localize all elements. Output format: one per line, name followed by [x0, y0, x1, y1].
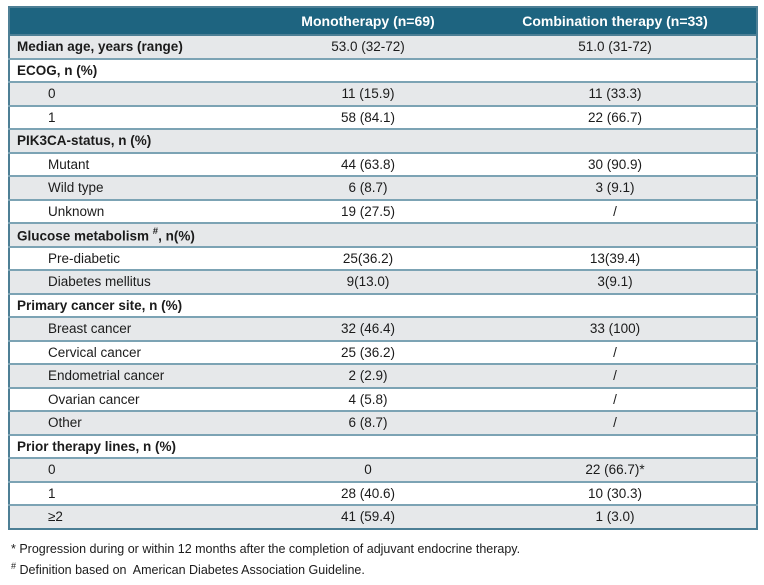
monotherapy-value-cell: 0: [364, 462, 372, 478]
monotherapy-value-cell: 41 (59.4): [340, 509, 396, 525]
monotherapy-value-cell: 58 (84.1): [340, 109, 396, 125]
table-row: 1 28 (40.6) 10 (30.3): [9, 481, 757, 505]
row-label-cell: Wild type: [48, 180, 104, 196]
table-row: Unknown 19 (27.5) /: [9, 199, 757, 223]
table-row: Ovarian cancer 4 (5.8) /: [9, 387, 757, 411]
patient-characteristics-table: Monotherapy (n=69) Combination therapy (…: [8, 6, 758, 530]
footnote: # Definition based on American Diabetes …: [11, 560, 365, 577]
row-label-cell: Breast cancer: [48, 321, 132, 337]
section-row: ECOG, n (%): [9, 58, 757, 82]
row-label-cell: Endometrial cancer: [48, 368, 165, 384]
monotherapy-value-cell: 53.0 (32-72): [331, 39, 405, 55]
combination-value-cell: 51.0 (31-72): [578, 39, 652, 55]
section-row: Glucose metabolism #, n(%): [9, 223, 757, 247]
table-row: Other 6 (8.7) /: [9, 411, 757, 435]
table-row: 0 0 22 (66.7)*: [9, 458, 757, 482]
row-label-cell: Other: [48, 415, 82, 431]
section-row: Primary cancer site, n (%): [9, 293, 757, 317]
combination-value-cell: 22 (66.7): [587, 109, 643, 125]
table-row: Breast cancer 32 (46.4) 33 (100): [9, 317, 757, 341]
combination-value-cell: 11 (33.3): [588, 86, 642, 102]
combination-value-cell: /: [613, 344, 617, 360]
combination-value-cell: 33 (100): [589, 321, 641, 337]
row-label-cell: 1: [48, 109, 56, 125]
table-row: Endometrial cancer 2 (2.9) /: [9, 364, 757, 388]
table-header: Monotherapy (n=69) Combination therapy (…: [9, 7, 757, 36]
table-row: Median age, years (range) 53.0 (32-72) 51.…: [9, 35, 757, 59]
combination-value-cell: 1 (3.0): [595, 509, 635, 525]
footnote: * Progression during or within 12 months…: [11, 541, 521, 556]
table-row: 0 11 (15.9) 11 (33.3): [9, 82, 757, 106]
row-label-cell: 1: [48, 485, 56, 501]
row-label-cell: Pre-diabetic: [48, 250, 121, 266]
monotherapy-value-cell: 44 (63.8): [340, 156, 396, 172]
table-row: 1 58 (84.1) 22 (66.7): [9, 105, 757, 129]
header-row: Monotherapy (n=69) Combination therapy (…: [9, 7, 757, 36]
combination-value-cell: /: [613, 368, 617, 384]
section-label-cell: PIK3CA-status, n (%): [17, 133, 152, 149]
row-label-cell: Diabetes mellitus: [48, 274, 151, 290]
row-label-cell: Cervical cancer: [48, 344, 142, 360]
combination-value-cell: 10 (30.3): [587, 485, 643, 501]
combination-value-cell: 3(9.1): [597, 274, 633, 290]
combination-value-cell: /: [613, 415, 617, 431]
table-body: Median age, years (range) 53.0 (32-72) 51.…: [9, 35, 757, 529]
column-header-monotherapy: Monotherapy (n=69): [262, 7, 474, 36]
table-row: Pre-diabetic 25(36.2) 13(39.4): [9, 246, 757, 270]
monotherapy-value-cell: 19 (27.5): [340, 203, 396, 219]
section-row: PIK3CA-status, n (%): [9, 129, 757, 153]
column-header-blank: [9, 7, 262, 36]
table-row: Diabetes mellitus 9(13.0) 3(9.1): [9, 270, 757, 294]
monotherapy-value-cell: 9(13.0): [346, 274, 390, 290]
table-row: Wild type 6 (8.7) 3 (9.1): [9, 176, 757, 200]
combination-value-cell: 3 (9.1): [595, 180, 635, 196]
column-header-combination-therapy: Combination therapy (n=33): [474, 7, 757, 36]
row-label-cell: Mutant: [48, 156, 90, 172]
monotherapy-value-cell: 2 (2.9): [348, 368, 388, 384]
row-label-cell: 0: [48, 86, 56, 102]
section-label-cell: Prior therapy lines, n (%): [17, 438, 177, 454]
row-label-cell: Ovarian cancer: [48, 391, 140, 407]
monotherapy-value-cell: 25 (36.2): [340, 344, 396, 360]
monotherapy-value-cell: 6 (8.7): [348, 415, 388, 431]
monotherapy-value-cell: 4 (5.8): [348, 391, 388, 407]
combination-value-cell: 13(39.4): [589, 250, 641, 266]
combination-value-cell: /: [613, 391, 617, 407]
combination-value-cell: 22 (66.7)*: [585, 462, 645, 478]
section-label-cell: ECOG, n (%): [17, 62, 98, 78]
monotherapy-value-cell: 6 (8.7): [348, 180, 388, 196]
table-row: Cervical cancer 25 (36.2) /: [9, 340, 757, 364]
table-row: ≥2 41 (59.4) 1 (3.0): [9, 505, 757, 529]
row-label-cell: 0: [48, 462, 56, 478]
row-label-cell: ≥2: [48, 509, 63, 525]
footnotes: * Progression during or within 12 months…: [8, 541, 756, 579]
section-label-cell: Primary cancer site, n (%): [17, 297, 183, 313]
section-row: Prior therapy lines, n (%): [9, 434, 757, 458]
section-label-cell: Glucose metabolism #, n(%): [17, 225, 195, 244]
monotherapy-value-cell: 28 (40.6): [340, 485, 396, 501]
monotherapy-value-cell: 32 (46.4): [340, 321, 396, 337]
combination-value-cell: /: [613, 203, 617, 219]
monotherapy-value-cell: 25(36.2): [342, 250, 394, 266]
monotherapy-value-cell: 11 (15.9): [341, 86, 395, 102]
combination-value-cell: 30 (90.9): [587, 156, 643, 172]
table-row: Mutant 44 (63.8) 30 (90.9): [9, 152, 757, 176]
row-label-cell: Median age, years (range): [17, 39, 183, 55]
row-label-cell: Unknown: [48, 203, 105, 219]
